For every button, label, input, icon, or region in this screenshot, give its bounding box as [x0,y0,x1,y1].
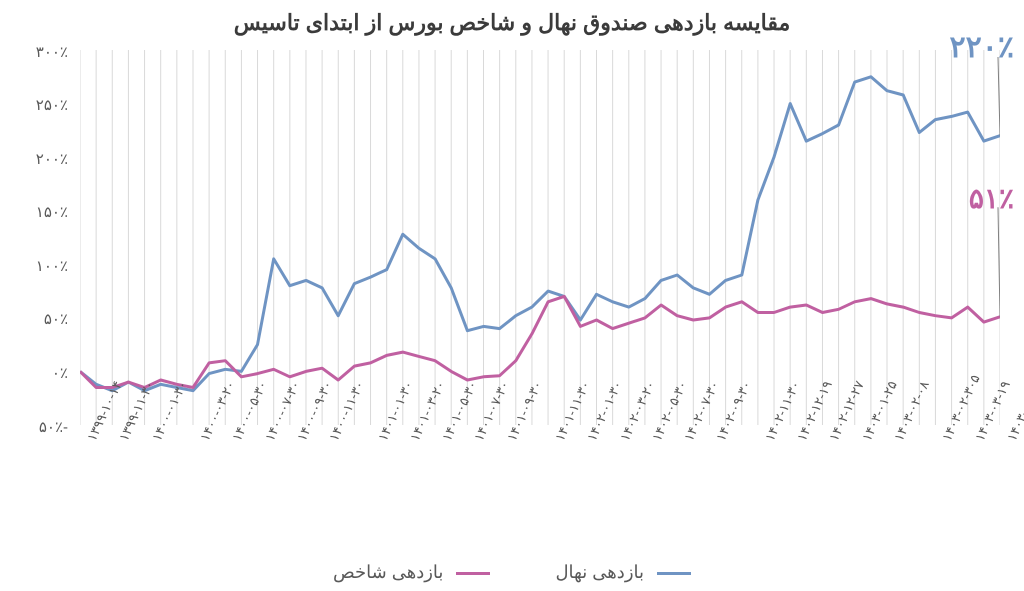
series-line [80,77,1000,391]
legend-item-index: بازدهی شاخص [333,562,490,583]
legend-swatch-nahal [657,572,691,575]
legend-swatch-index [456,572,490,575]
y-axis-label: ۲۰۰٪ [0,150,68,168]
legend: بازدهی نهال بازدهی شاخص [0,562,1024,583]
legend-label-index: بازدهی شاخص [333,562,443,582]
series-line [80,296,1000,387]
y-axis-label: ۱۰۰٪ [0,257,68,275]
y-axis-label: ۰٪ [0,364,68,382]
callout-label: ۵۱٪ [969,182,1014,215]
legend-label-nahal: بازدهی نهال [555,562,644,582]
chart-title: مقایسه بازدهی صندوق نهال و شاخص بورس از … [180,10,844,36]
chart-container: مقایسه بازدهی صندوق نهال و شاخص بورس از … [0,0,1024,591]
y-axis-label: ۵۰٪ [0,310,68,328]
y-axis-label: ۲۵۰٪ [0,96,68,114]
y-axis-label: ۱۵۰٪ [0,203,68,221]
y-axis-label: -۵۰٪ [0,418,68,436]
y-axis-label: ۳۰۰٪ [0,43,68,61]
callout-label: ۲۲۰٪ [950,30,1014,65]
plot-area [80,50,1000,425]
legend-item-nahal: بازدهی نهال [555,562,691,583]
